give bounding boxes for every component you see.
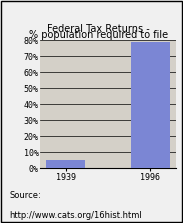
Text: % population required to file: % population required to file: [29, 30, 168, 40]
Text: Source:: Source:: [9, 191, 41, 200]
Text: Federal Tax Returns -: Federal Tax Returns -: [47, 24, 150, 34]
Bar: [46, 160, 85, 168]
Text: http://www.cats.org/16hist.html: http://www.cats.org/16hist.html: [9, 211, 142, 220]
Bar: [131, 42, 169, 168]
